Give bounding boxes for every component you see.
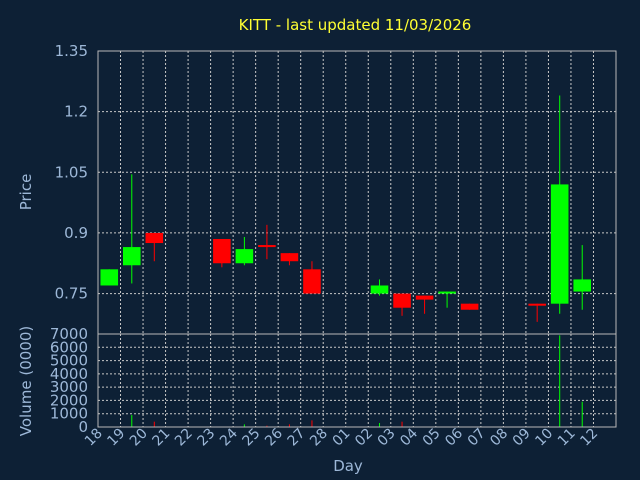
- candle-body: [235, 249, 254, 264]
- candle-body: [460, 303, 479, 310]
- x-tick-label: 12: [577, 426, 601, 450]
- volume-tick-label: 2000: [50, 391, 88, 409]
- x-tick-label: 26: [262, 425, 286, 449]
- price-tick-label: 0.9: [64, 224, 88, 242]
- volume-tick-label: 6000: [50, 338, 88, 356]
- volume-tick-label: 4000: [50, 365, 88, 383]
- x-tick-label: 09: [510, 426, 534, 450]
- candle-body: [393, 293, 411, 308]
- x-tick-label: 01: [330, 426, 354, 450]
- candle-body: [280, 253, 299, 262]
- x-tick-label: 11: [555, 426, 579, 450]
- price-grid: [98, 50, 616, 334]
- x-tick-label: 06: [442, 425, 466, 449]
- x-axis-label: Day: [333, 457, 363, 475]
- x-tick-label: 03: [375, 426, 399, 450]
- volume-tick-label: 7000: [50, 325, 88, 343]
- x-tick-label: 10: [532, 426, 556, 450]
- candle-body: [258, 245, 276, 248]
- x-tick-label: 21: [149, 426, 173, 450]
- x-tick-label: 04: [397, 425, 421, 449]
- candle-body: [122, 247, 141, 266]
- price-panel-frame: [97, 50, 617, 335]
- price-axis-label: Price: [17, 174, 35, 211]
- volume-panel-frame: [97, 333, 617, 428]
- x-tick-label: 24: [217, 425, 241, 449]
- candle-body: [213, 238, 231, 264]
- price-tick-label: 1.2: [64, 103, 88, 121]
- candle-body: [528, 303, 546, 306]
- price-tick-label: 0.75: [55, 285, 88, 303]
- volume-tick-label: 0: [78, 418, 88, 436]
- x-tick-label: 19: [104, 426, 128, 450]
- volume-grid: [98, 333, 616, 428]
- candles: [100, 95, 592, 322]
- x-tick-label: 07: [465, 426, 489, 450]
- volume-tick-label: 5000: [50, 352, 88, 370]
- price-tick-label: 1.05: [55, 163, 88, 181]
- chart-title: KITT - last updated 11/03/2026: [239, 16, 472, 34]
- x-tick-label: 28: [307, 426, 331, 450]
- candle-body: [303, 269, 321, 294]
- x-tick-label: 22: [172, 426, 196, 450]
- x-tick-label: 02: [352, 426, 376, 450]
- x-tick-label: 27: [285, 426, 309, 450]
- x-tick-label: 25: [240, 426, 264, 450]
- x-tick-label: 20: [127, 426, 151, 450]
- candle-body: [145, 232, 164, 244]
- candle-body: [415, 295, 434, 300]
- candle-body: [438, 291, 456, 294]
- volume-axis-label: Volume (0000): [17, 326, 35, 436]
- candle-body: [550, 184, 569, 304]
- x-tick-labels: 1819202122232425262728010203040506070809…: [82, 425, 601, 449]
- volume-tick-label: 1000: [50, 405, 88, 423]
- x-tick-label: 23: [195, 426, 219, 450]
- x-tick-label: 05: [420, 426, 444, 450]
- volume-tick-label: 3000: [50, 378, 88, 396]
- candle-body: [100, 269, 119, 286]
- candle-body: [370, 285, 389, 294]
- price-tick-labels: 1.35 1.2 1.05 0.9 0.75: [55, 42, 88, 303]
- candle-body: [573, 279, 592, 292]
- price-tick-label: 1.35: [55, 42, 88, 60]
- x-tick-label: 08: [487, 426, 511, 450]
